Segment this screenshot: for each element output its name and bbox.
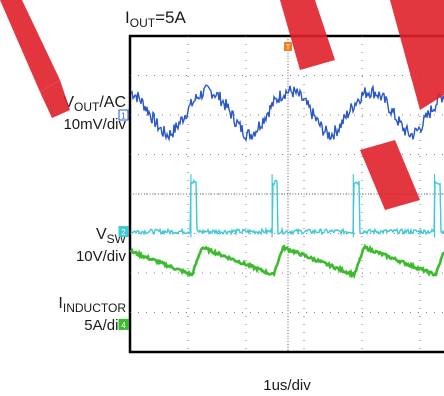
trace-inductor bbox=[129, 243, 444, 280]
channel-4-marker-label: 4 bbox=[121, 321, 126, 330]
channel-label-inductor: IINDUCTOR 5A/div bbox=[58, 295, 126, 334]
channel-4-marker bbox=[118, 318, 129, 330]
channel-2-marker-label: 2 bbox=[121, 228, 126, 237]
channel-1-marker bbox=[118, 109, 129, 121]
x-scale-label: 1us/div bbox=[263, 377, 311, 394]
channel-1-marker-label: 1 bbox=[121, 112, 126, 121]
channel-2-marker bbox=[118, 226, 129, 238]
trace-vsw bbox=[130, 179, 444, 237]
trigger-marker-label: T bbox=[286, 45, 291, 52]
chart-title: IOUT=5A bbox=[125, 8, 186, 30]
